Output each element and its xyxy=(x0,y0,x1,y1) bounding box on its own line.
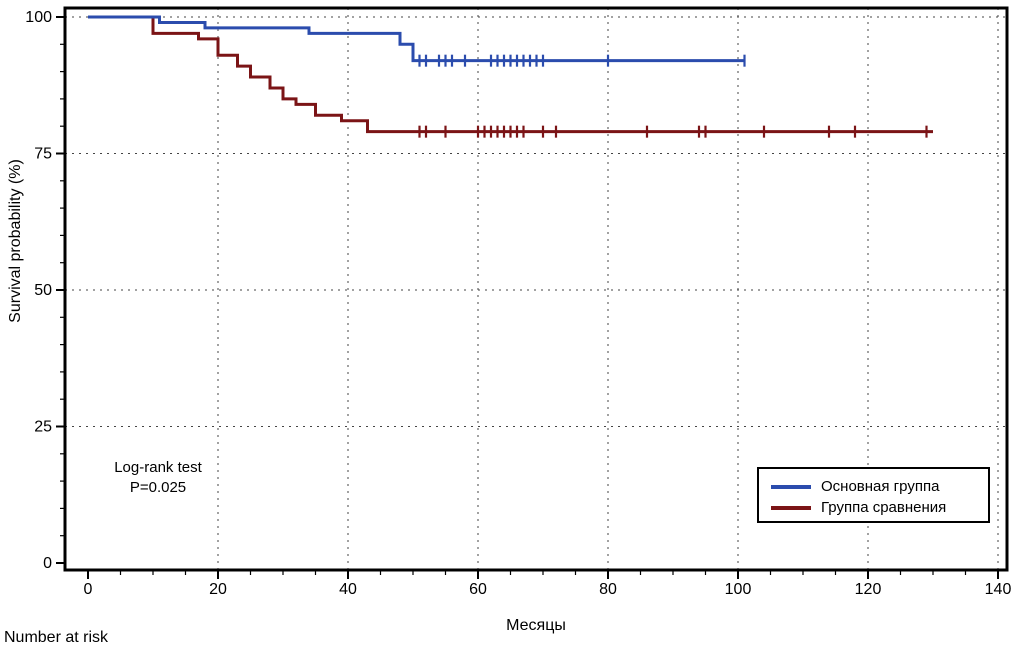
y-axis-title: Survival probability (%) xyxy=(7,159,24,323)
legend-label-comparison-group: Группа сравнения xyxy=(821,499,947,516)
logrank-annotation: Log-rank test P=0.025 xyxy=(98,458,218,498)
svg-text:60: 60 xyxy=(469,581,487,598)
legend-item-comparison-group: Группа сравнения xyxy=(771,497,978,518)
legend-line-main-group-icon xyxy=(771,484,811,489)
svg-text:80: 80 xyxy=(599,581,617,598)
svg-text:120: 120 xyxy=(855,581,882,598)
svg-text:20: 20 xyxy=(209,581,227,598)
logrank-annotation-line1: Log-rank test xyxy=(114,459,202,476)
svg-text:50: 50 xyxy=(34,282,52,299)
svg-text:75: 75 xyxy=(34,146,52,163)
legend: Основная группа Группа сравнения xyxy=(757,467,990,523)
logrank-annotation-line2: P=0.025 xyxy=(129,479,187,496)
svg-text:100: 100 xyxy=(725,581,752,598)
svg-text:25: 25 xyxy=(34,419,52,436)
number-at-risk-label: Number at risk xyxy=(4,629,109,646)
svg-text:0: 0 xyxy=(43,555,52,572)
svg-text:40: 40 xyxy=(339,581,357,598)
legend-label-main-group: Основная группа xyxy=(821,478,940,495)
svg-text:100: 100 xyxy=(25,9,52,26)
x-axis-title: Месяцы xyxy=(506,617,566,634)
svg-text:140: 140 xyxy=(985,581,1012,598)
legend-line-comparison-group-icon xyxy=(771,505,811,510)
legend-item-main-group: Основная группа xyxy=(771,476,978,497)
svg-text:0: 0 xyxy=(84,581,93,598)
